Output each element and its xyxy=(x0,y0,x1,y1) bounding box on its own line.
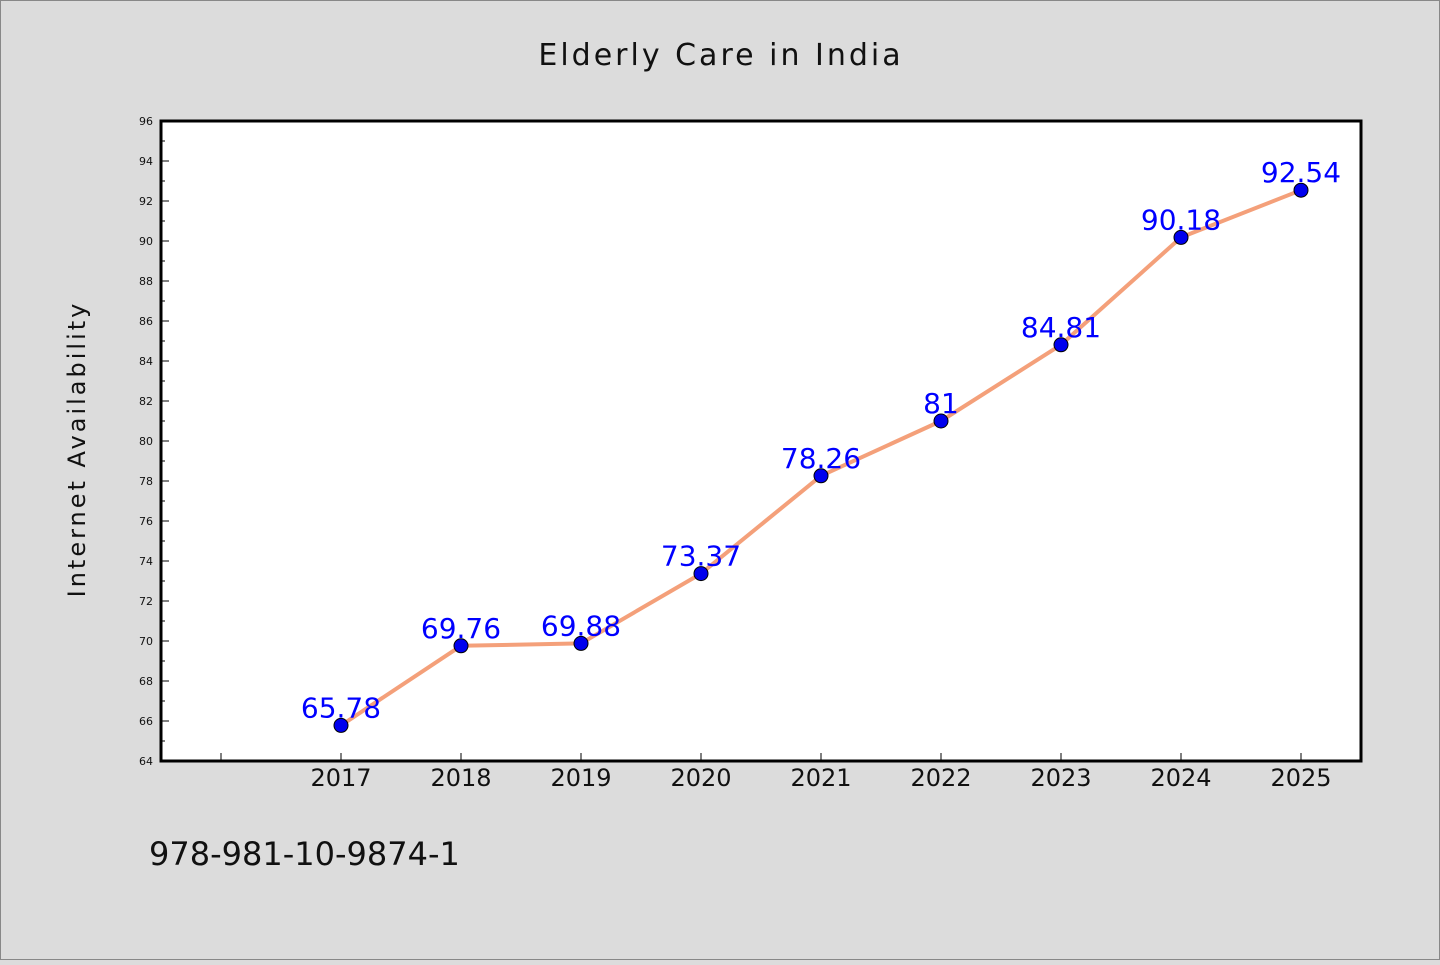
series-group: 65.78 69.76 69.88 73.37 78.26 81 84.81 90.18 92.… xyxy=(301,156,1341,733)
y-tick-label: 82 xyxy=(139,395,153,408)
y-tick-label: 74 xyxy=(139,555,153,568)
plot-area xyxy=(159,119,1363,763)
data-label: 90.18 xyxy=(1141,203,1221,236)
x-tick-label: 2019 xyxy=(550,764,611,792)
data-point xyxy=(453,638,469,654)
x-tick-label: 2022 xyxy=(910,764,971,792)
y-tick-label: 84 xyxy=(139,355,153,368)
data-label: 69.76 xyxy=(421,612,501,645)
chart-title: Elderly Care in India xyxy=(538,38,903,73)
y-tick-label: 68 xyxy=(139,675,153,688)
x-tick-label: 2025 xyxy=(1270,764,1331,792)
y-tick-label: 64 xyxy=(139,755,153,768)
y-tick-label: 96 xyxy=(139,115,153,128)
y-tick-label: 80 xyxy=(139,435,153,448)
data-point xyxy=(1053,337,1069,353)
x-tick-label: 2018 xyxy=(430,764,491,792)
y-tick-label: 92 xyxy=(139,195,153,208)
y-tick-label: 66 xyxy=(139,715,153,728)
y-tick-label: 90 xyxy=(139,235,153,248)
footer-isbn-text: 978-981-10-9874-1 xyxy=(149,835,460,873)
data-point xyxy=(813,468,829,484)
y-tick-label: 86 xyxy=(139,315,153,328)
data-point xyxy=(693,566,709,582)
y-tick-label: 70 xyxy=(139,635,153,648)
x-tick-label: 2017 xyxy=(310,764,371,792)
y-tick-label: 78 xyxy=(139,475,153,488)
x-tick-label: 2020 xyxy=(670,764,731,792)
data-label: 65.78 xyxy=(301,691,381,724)
data-point xyxy=(933,413,949,429)
data-label: 81 xyxy=(923,387,959,420)
y-axis-label: Internet Availability xyxy=(63,301,91,598)
data-label: 69.88 xyxy=(541,609,621,642)
y-tick-label: 76 xyxy=(139,515,153,528)
data-label: 73.37 xyxy=(661,540,741,573)
x-tick-label: 2024 xyxy=(1150,764,1211,792)
data-point xyxy=(1293,182,1309,198)
data-label: 78.26 xyxy=(781,442,861,475)
data-point xyxy=(1173,229,1189,245)
data-point xyxy=(573,635,589,651)
data-point xyxy=(333,717,349,733)
y-axis-ticks: 64 66 68 70 72 74 76 78 80 82 84 86 88 90 92 94 96 xyxy=(139,115,169,768)
y-tick-label: 94 xyxy=(139,155,153,168)
data-label: 92.54 xyxy=(1261,156,1341,189)
y-tick-label: 88 xyxy=(139,275,153,288)
x-tick-label: 2021 xyxy=(790,764,851,792)
data-label: 84.81 xyxy=(1021,311,1101,344)
x-tick-label: 2023 xyxy=(1030,764,1091,792)
y-tick-label: 72 xyxy=(139,595,153,608)
x-axis-ticks: 2017 2018 2019 2020 2021 2022 2023 2024 2025 xyxy=(220,753,1332,792)
